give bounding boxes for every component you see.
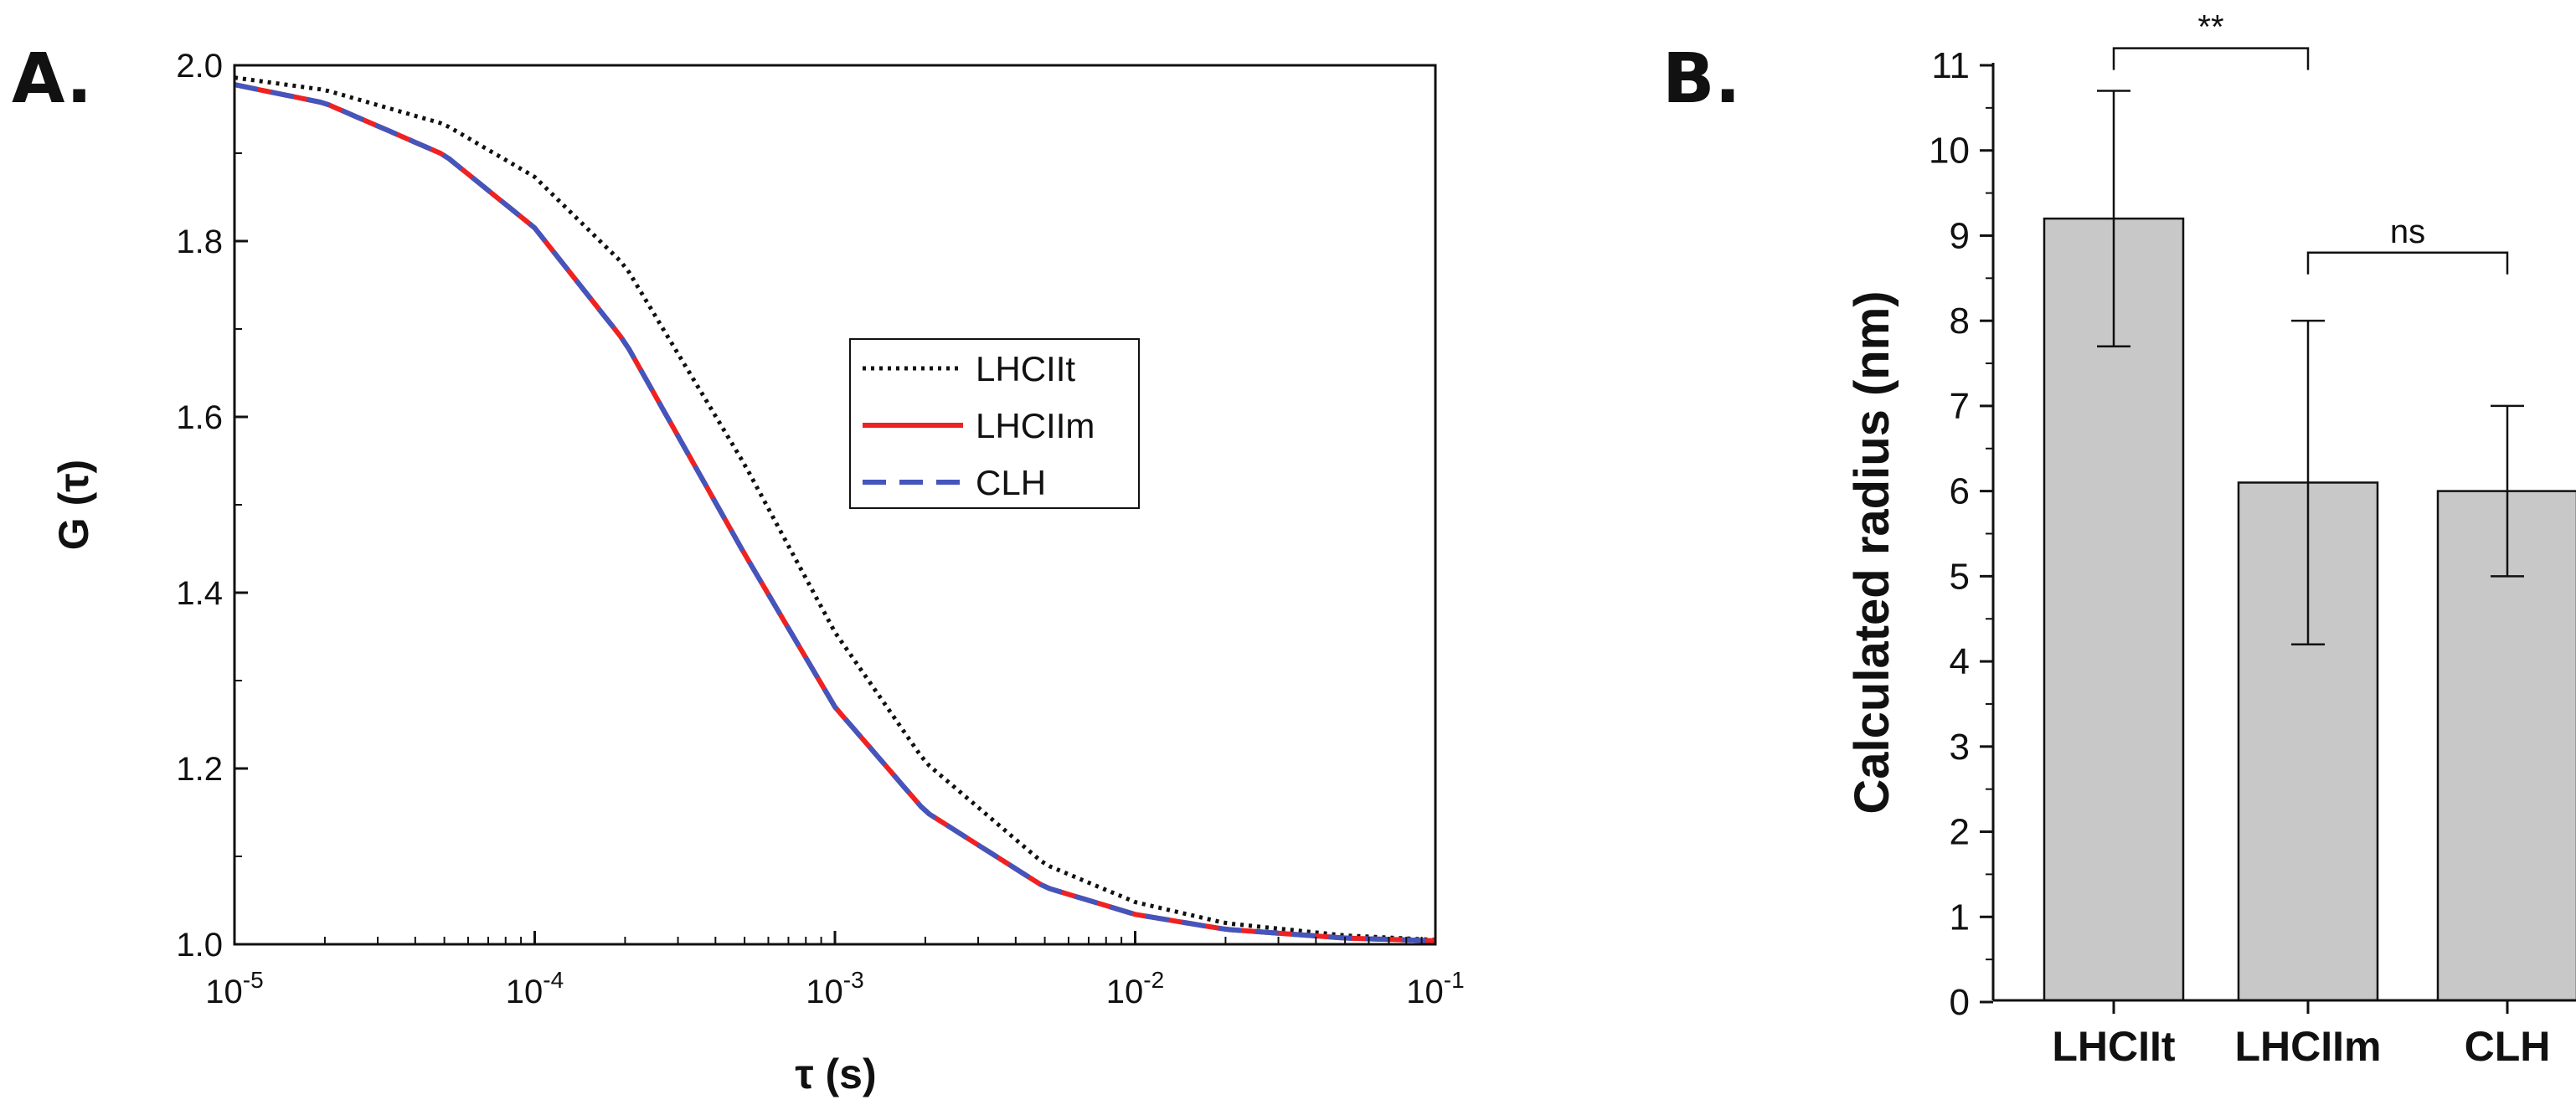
b-y-tick-label: 8 (1950, 301, 1970, 342)
a-y-tick-label: 1.6 (176, 399, 223, 436)
b-y-axis-title: Calculated radius (nm) (1845, 290, 1899, 814)
b-y-tick-label: 4 (1950, 641, 1970, 682)
a-plot-frame (233, 64, 1437, 946)
panel-a-line-chart: 1.0 1.2 1.4 1.6 1.8 2.0 10-5 10-4 10-3 10-2 10-1 τ… (50, 48, 1465, 1097)
bar-lhciit (2043, 217, 2185, 1002)
a-x-tick-label: 10-1 (1406, 967, 1464, 1010)
b-y-tick-label: 3 (1950, 727, 1970, 768)
b-ticks-group: LHCIIt LHCIIm CLH 0 1 2 3 4 5 6 7 8 9 10 11 (1929, 45, 2550, 1070)
b-category-label-clh: CLH (2465, 1023, 2551, 1070)
a-y-tick-label: 1.4 (176, 575, 223, 612)
b-significance-group: ** ns (2112, 9, 2509, 275)
a-y-tick-label: 1.2 (176, 751, 223, 788)
a-series-line-lhciim (234, 82, 1436, 943)
b-category-label-lhciit: LHCIIt (2052, 1023, 2176, 1070)
b-y-tick-label: 2 (1950, 812, 1970, 853)
b-y-tick-label: 0 (1950, 982, 1970, 1023)
panel-a-letter: A. (12, 39, 92, 119)
a-legend-label-lhciim: LHCIIm (976, 406, 1095, 445)
b-category-label-lhciim: LHCIIm (2235, 1023, 2382, 1070)
b-y-tick-label: 1 (1950, 897, 1970, 938)
a-series-line-lhciit (234, 75, 1436, 943)
panel-b-letter: B. (1662, 39, 1741, 119)
a-series-line-clh (234, 82, 1436, 943)
significance-bracket (2306, 251, 2509, 275)
b-y-tick-label: 10 (1929, 131, 1970, 172)
a-y-axis-title: G (τ) (50, 460, 97, 550)
a-x-tick-label: 10-2 (1106, 967, 1164, 1010)
significance-label: ** (2197, 9, 2223, 46)
a-x-tick-label: 10-4 (506, 967, 564, 1010)
panel-b-bar-chart: LHCIIt LHCIIm CLH 0 1 2 3 4 5 6 7 8 9 10 11 ** ns Calcu… (1845, 9, 2576, 1070)
significance-bracket (2112, 47, 2310, 70)
a-legend-label-clh: CLH (976, 463, 1046, 502)
b-bars-group (2043, 90, 2576, 1002)
a-ticks-group: 1.0 1.2 1.4 1.6 1.8 2.0 10-5 10-4 10-3 10-2 10-1 (176, 48, 1464, 1010)
a-legend-label-lhciit: LHCIIt (976, 349, 1075, 388)
a-y-tick-label: 1.0 (176, 927, 223, 964)
b-y-tick-label: 5 (1950, 556, 1970, 597)
b-y-tick-label: 11 (1931, 45, 1970, 86)
a-legend: LHCIIt LHCIIm CLH (849, 338, 1140, 509)
b-y-tick-label: 7 (1950, 386, 1970, 427)
a-x-tick-label: 10-5 (205, 967, 263, 1010)
a-series-group (234, 75, 1436, 943)
significance-label: ns (2390, 213, 2425, 250)
a-y-tick-label: 2.0 (176, 48, 223, 85)
b-y-tick-label: 9 (1950, 215, 1970, 256)
a-x-axis-title: τ (s) (795, 1051, 876, 1097)
a-y-tick-label: 1.8 (176, 224, 223, 260)
a-x-tick-label: 10-3 (806, 967, 863, 1010)
b-y-tick-label: 6 (1950, 471, 1970, 512)
